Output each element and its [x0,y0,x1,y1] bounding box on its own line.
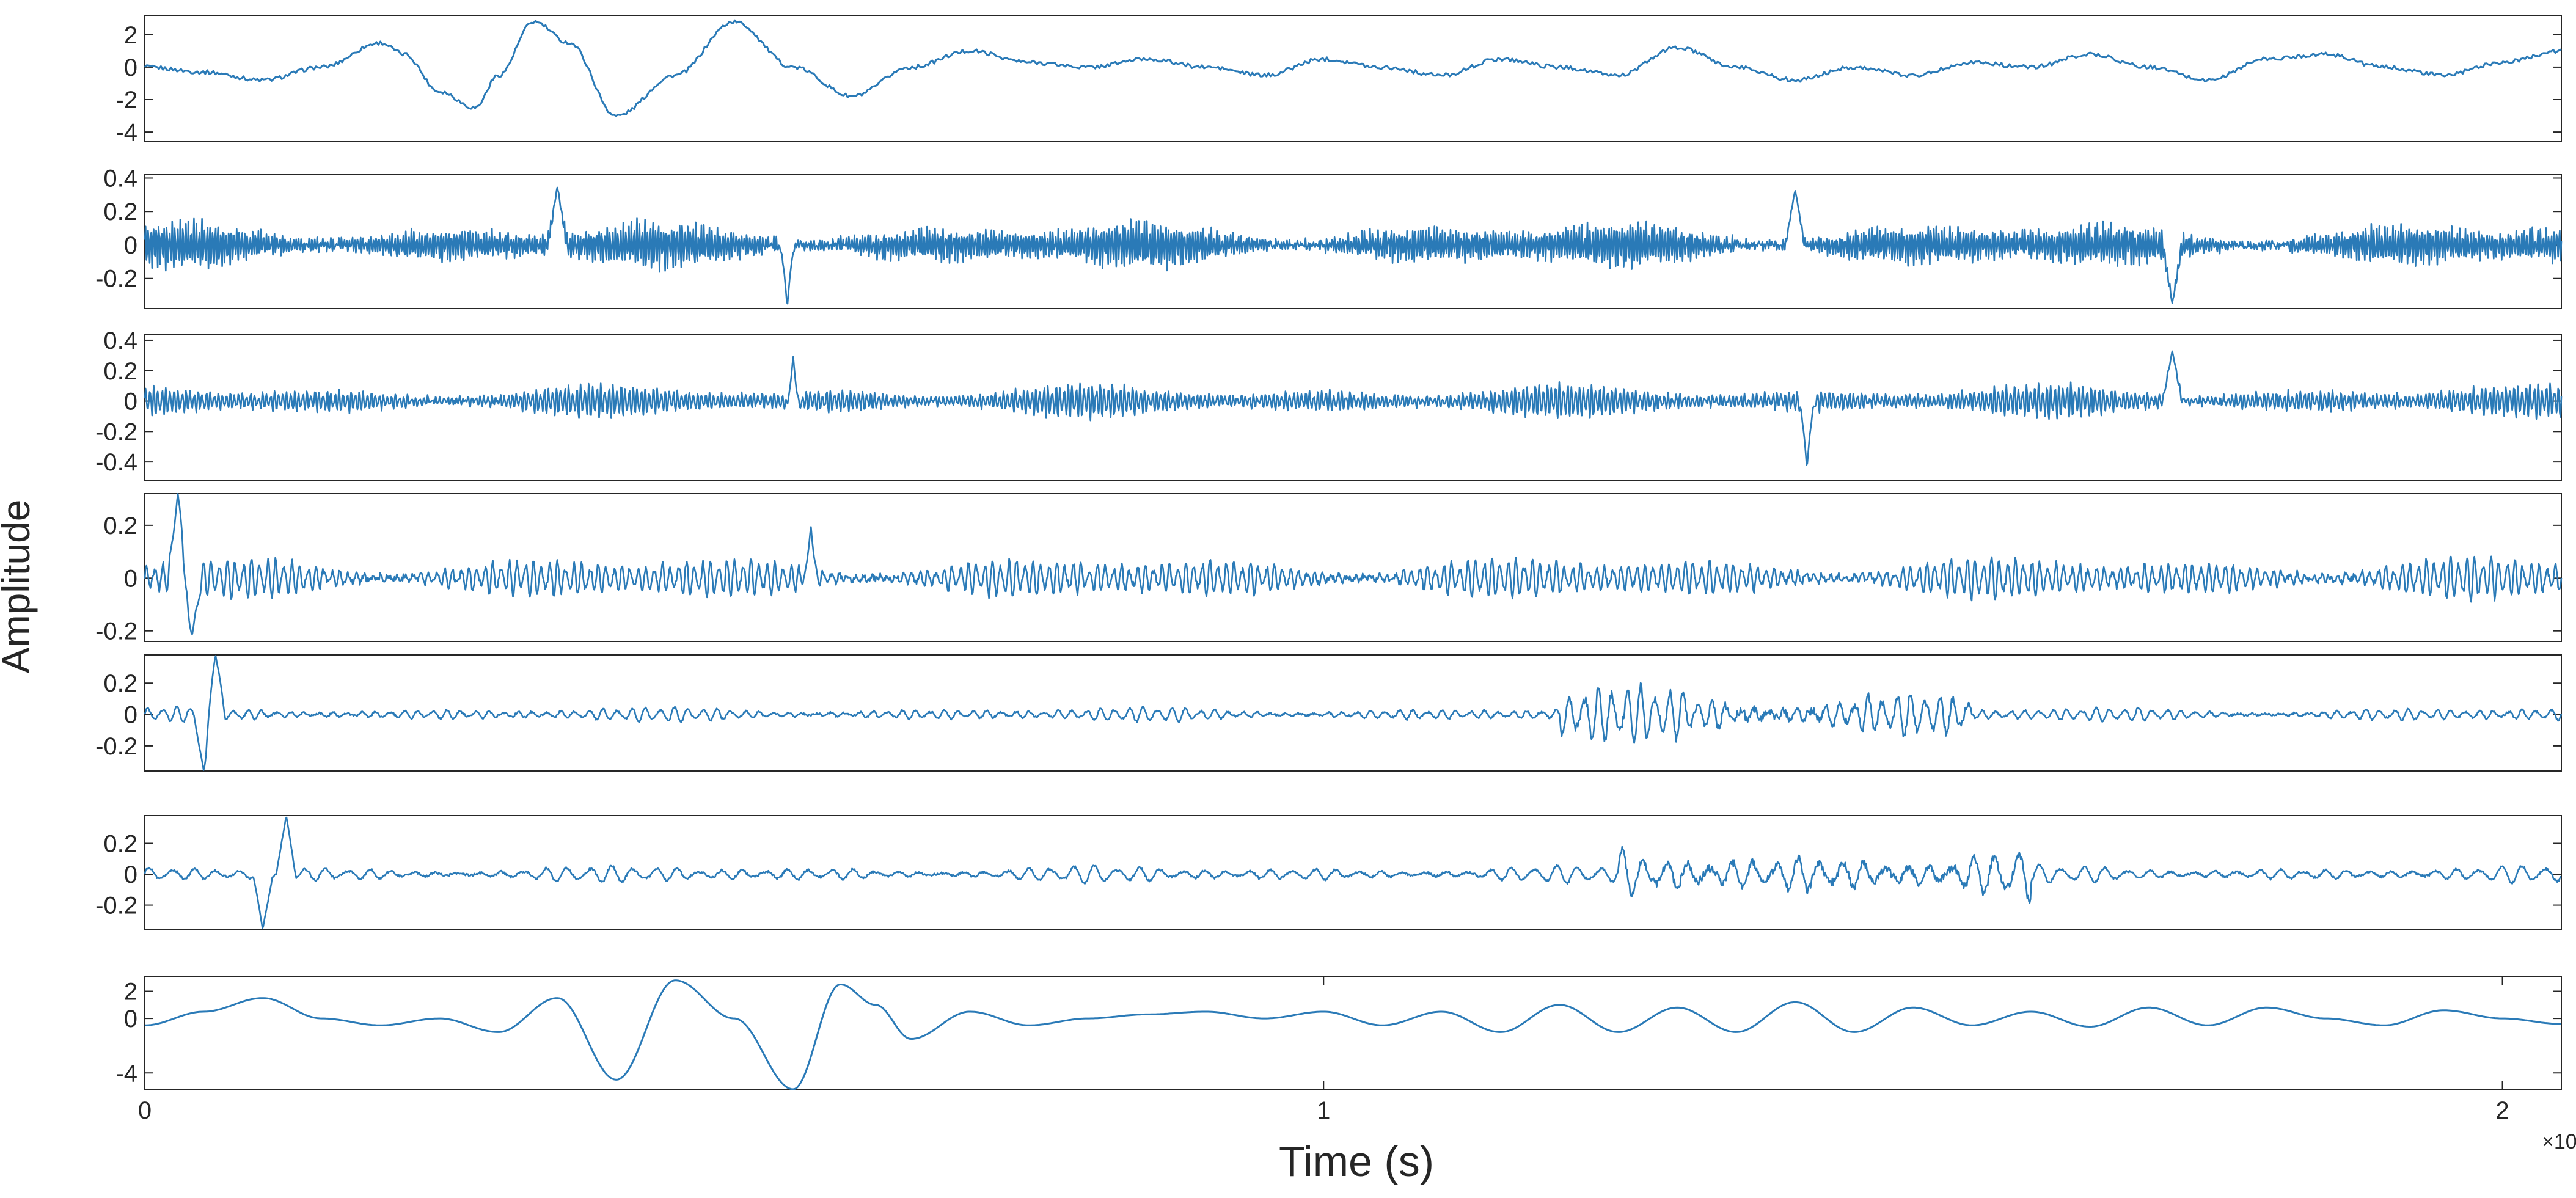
y-tick-label: 0.2 [103,358,137,385]
y-tick-label: -0.2 [95,893,137,919]
y-tick-label: 2 [124,979,137,1006]
subplot-1: 2 0 -2 -4 [115,15,2562,146]
x-tick-label: 0 [138,1097,152,1124]
subplot-4-axes-box [144,493,2562,642]
y-tick-label: -0.2 [95,266,137,293]
y-tick-label: -2 [115,87,137,114]
subplot-2-signal-line [144,186,2563,305]
y-tick-label: -4 [115,119,137,146]
y-axis-label: Amplitude [0,500,38,674]
x-axis-label: Time (s) [1279,1138,1434,1185]
subplot-2: 0.4 0.2 0 -0.2 [95,165,2563,309]
y-tick-label: 0.4 [103,327,137,354]
y-tick-label: 0 [124,232,137,259]
x-tick-label: 2 [2495,1097,2509,1124]
y-tick-label: -0.2 [95,733,137,760]
subplot-7-axes-box [144,976,2562,1090]
subplot-1-axes-box [144,15,2562,142]
y-tick-label: 0 [124,54,137,81]
x-axis-exponent: ×10-4 [2542,1127,2576,1153]
exponent-base: ×10 [2542,1130,2576,1153]
subplot-3-signal-line [144,350,2563,466]
y-tick-label: 2 [124,22,137,49]
y-tick-label: 0 [124,565,137,592]
y-tick-label: 0.4 [103,165,137,192]
y-tick-label: -0.2 [95,618,137,645]
y-tick-label: 0 [124,861,137,888]
y-tick-label: -4 [115,1060,137,1087]
subplot-6-signal-line [144,816,2562,929]
subplot-6: 0.2 0 -0.2 [95,815,2562,930]
y-tick-label: -0.2 [95,418,137,445]
subplot-3: 0.4 0.2 0 -0.2 -0.4 [95,327,2563,481]
subplot-5-signal-line [144,655,2563,771]
subplot-4: 0.2 0 -0.2 [95,492,2563,645]
y-tick-label: 0.2 [103,199,137,225]
y-tick-label: 0 [124,702,137,729]
y-tick-label: 0 [124,389,137,415]
subplot-4-signal-line [144,492,2563,635]
y-tick-label: 0.2 [103,830,137,857]
subplot-7-signal-line [145,979,2561,1090]
subplots: 20-2-40.40.20-0.20.40.20-0.2-0.40.20-0.2… [95,15,2563,1124]
subplot-7: 20-40 1 2 [115,976,2562,1124]
y-tick-label: -0.4 [95,449,137,476]
y-tick-label: 0 [124,1006,137,1032]
subplot-5: 0.2 0 -0.2 [95,654,2563,772]
x-tick-label: 1 [1317,1097,1330,1124]
subplot-6-axes-box [144,815,2562,930]
y-tick-label: 0.2 [103,513,137,539]
subplot-1-signal-line [144,19,2562,117]
y-tick-label: 0.2 [103,670,137,697]
